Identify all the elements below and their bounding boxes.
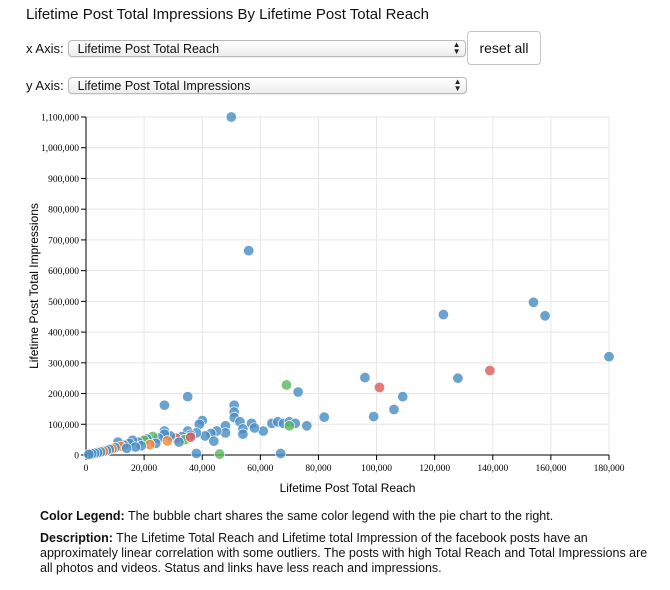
chart-points xyxy=(83,111,615,460)
data-point xyxy=(182,391,194,403)
data-point xyxy=(484,364,496,376)
data-point xyxy=(161,435,173,447)
data-point xyxy=(225,111,237,123)
data-point xyxy=(214,448,226,460)
data-point xyxy=(283,420,295,432)
y-axis-control: y Axis: Lifetime Post Total Impressions … xyxy=(26,77,467,94)
data-point xyxy=(437,309,449,321)
x-tick-label: 160,000 xyxy=(535,464,566,474)
data-point xyxy=(121,442,133,454)
x-axis-title: Lifetime Post Total Reach xyxy=(280,481,416,495)
y-tick-label: 200,000 xyxy=(48,390,79,400)
x-tick-label: 0 xyxy=(84,464,89,474)
y-tick-label: 600,000 xyxy=(48,267,79,277)
y-tick-label: 500,000 xyxy=(48,298,79,308)
y-tick-label: 1,100,000 xyxy=(41,114,79,124)
data-point xyxy=(397,391,409,403)
x-axis-select-value: Lifetime Post Total Reach xyxy=(77,42,220,56)
x-axis-select[interactable]: Lifetime Post Total Reach ▲ ▼ xyxy=(67,40,466,57)
description-text: The Lifetime Total Reach and Lifetime to… xyxy=(40,531,648,575)
description-label: Description: xyxy=(40,531,113,545)
x-tick-label: 40,000 xyxy=(189,464,215,474)
data-point xyxy=(318,411,330,423)
select-arrows-icon: ▲ ▼ xyxy=(452,40,461,56)
select-arrows-icon: ▲ ▼ xyxy=(453,77,462,93)
data-point xyxy=(452,372,464,384)
data-point xyxy=(527,296,539,308)
data-point xyxy=(539,310,551,322)
data-point xyxy=(388,404,400,416)
x-tick-label: 180,000 xyxy=(594,464,625,474)
chart-title: Lifetime Post Total Impressions By Lifet… xyxy=(26,6,429,23)
data-point xyxy=(190,447,202,459)
color-legend-text: The bubble chart shares the same color l… xyxy=(124,509,554,523)
x-axis-control: x Axis: Lifetime Post Total Reach ▲ ▼ xyxy=(26,40,466,57)
data-point xyxy=(249,422,261,434)
y-axis-title: Lifetime Post Total Impressions xyxy=(27,203,41,369)
data-point xyxy=(368,411,380,423)
y-tick-label: 700,000 xyxy=(48,236,79,246)
y-axis-label: y Axis: xyxy=(26,78,64,93)
data-point xyxy=(208,435,220,447)
x-tick-label: 80,000 xyxy=(305,464,331,474)
data-point xyxy=(185,431,197,443)
x-axis-label: x Axis: xyxy=(26,41,64,56)
y-axis-select[interactable]: Lifetime Post Total Impressions ▲ ▼ xyxy=(67,77,467,94)
data-point xyxy=(173,436,185,448)
x-tick-label: 20,000 xyxy=(131,464,157,474)
y-tick-label: 800,000 xyxy=(48,206,79,216)
chart-axes: 0 100,000 200,000 300,000 400,000 500,000 600,… xyxy=(41,114,625,475)
color-legend-label: Color Legend: xyxy=(40,509,125,523)
y-tick-label: 300,000 xyxy=(48,359,79,369)
data-point xyxy=(359,372,371,384)
data-point xyxy=(292,386,304,398)
y-tick-label: 900,000 xyxy=(48,175,79,185)
scatter-chart: 0 100,000 200,000 300,000 400,000 500,000 600,… xyxy=(27,111,625,495)
x-tick-label: 100,000 xyxy=(361,464,392,474)
data-point xyxy=(280,379,292,391)
data-point xyxy=(603,351,615,363)
x-tick-label: 60,000 xyxy=(247,464,273,474)
data-point xyxy=(373,381,385,393)
description-note: Description: The Lifetime Total Reach an… xyxy=(40,531,650,576)
data-point xyxy=(275,447,287,459)
data-point xyxy=(83,448,95,460)
data-point xyxy=(237,428,249,440)
y-tick-label: 100,000 xyxy=(48,421,79,431)
reset-all-button[interactable]: reset all xyxy=(467,31,541,65)
y-tick-label: 0 xyxy=(74,452,79,462)
y-axis-select-value: Lifetime Post Total Impressions xyxy=(77,79,251,93)
x-tick-label: 120,000 xyxy=(419,464,450,474)
color-legend-note: Color Legend: The bubble chart shares th… xyxy=(40,509,650,524)
y-tick-label: 400,000 xyxy=(48,329,79,339)
x-tick-label: 140,000 xyxy=(477,464,508,474)
data-point xyxy=(243,245,255,257)
data-point xyxy=(158,399,170,411)
y-tick-label: 1,000,000 xyxy=(41,144,79,154)
data-point xyxy=(301,420,313,432)
